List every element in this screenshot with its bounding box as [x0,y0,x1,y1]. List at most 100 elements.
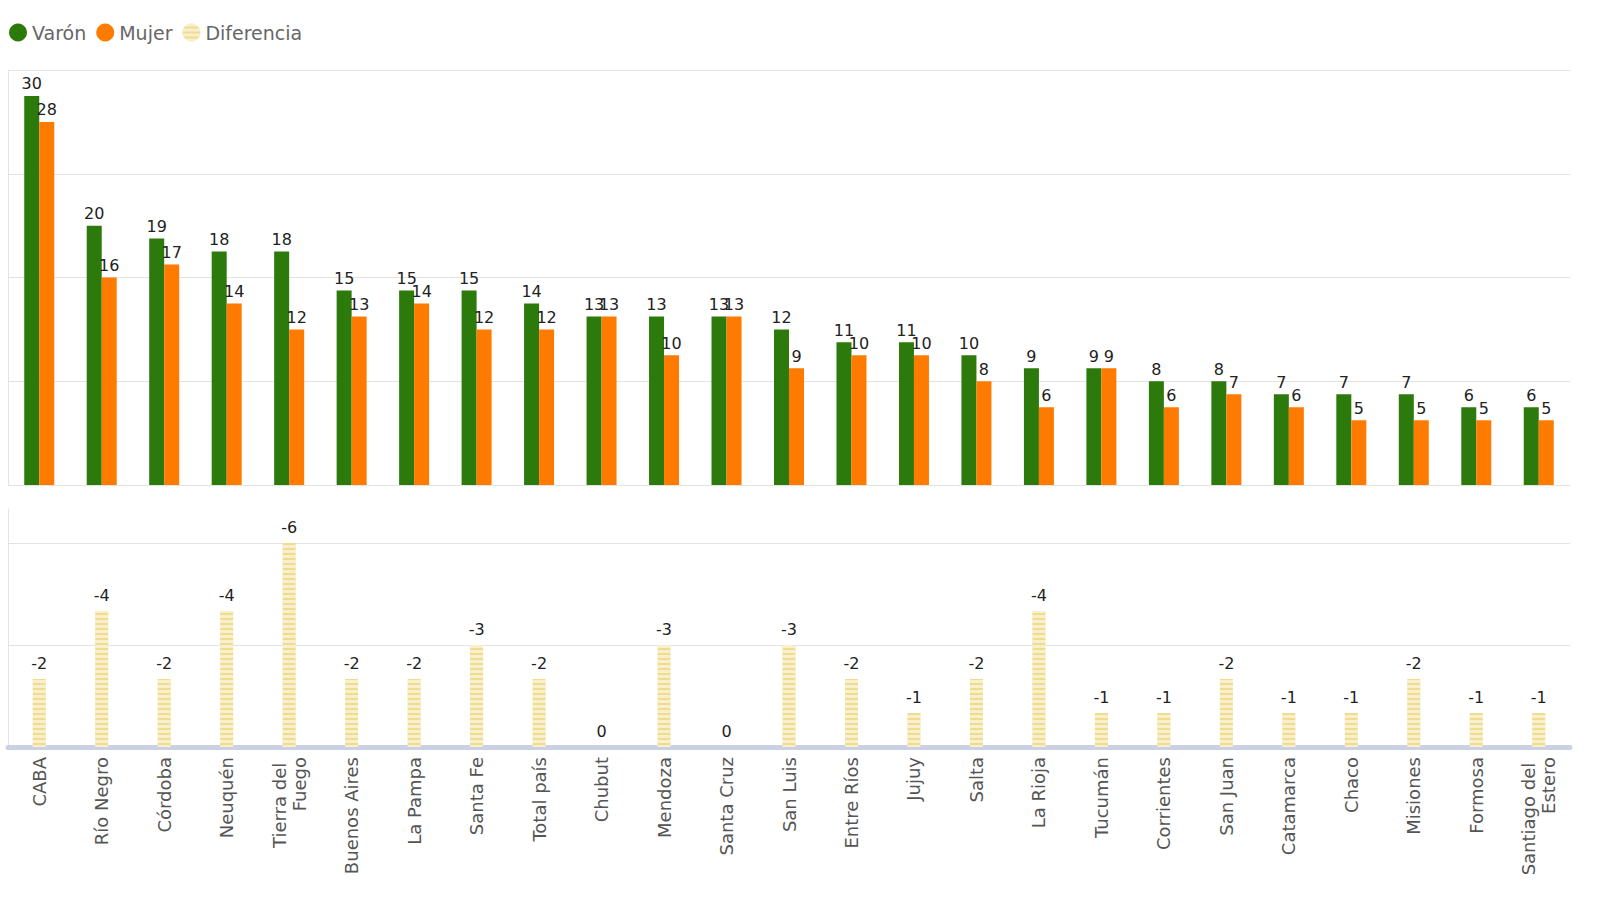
svg-text:-2: -2 [31,654,47,673]
svg-text:6: 6 [1166,386,1176,405]
svg-text:-3: -3 [781,620,797,639]
svg-text:-1: -1 [1531,688,1547,707]
svg-text:19: 19 [147,217,167,236]
svg-text:7: 7 [1276,373,1286,392]
svg-text:8: 8 [1214,360,1224,379]
svg-text:8: 8 [1151,360,1161,379]
svg-text:28: 28 [37,100,57,119]
svg-text:14: 14 [224,282,244,301]
svg-text:10: 10 [959,334,979,353]
svg-text:20: 20 [84,204,104,223]
svg-text:-1: -1 [1281,688,1297,707]
svg-text:6: 6 [1526,386,1536,405]
svg-text:Santa Cruz: Santa Cruz [716,757,737,856]
svg-text:Mujer: Mujer [119,22,172,44]
svg-text:Corrientes: Corrientes [1153,757,1174,850]
svg-text:Chaco: Chaco [1341,757,1362,813]
svg-text:Fuego: Fuego [289,757,310,811]
svg-text:5: 5 [1354,399,1364,418]
svg-text:-2: -2 [1406,654,1422,673]
svg-text:10: 10 [661,334,681,353]
svg-text:9: 9 [791,347,801,366]
svg-text:San Luis: San Luis [779,757,800,832]
svg-text:13: 13 [349,295,369,314]
svg-text:La Pampa: La Pampa [404,757,425,845]
svg-text:9: 9 [1089,347,1099,366]
svg-text:-3: -3 [469,620,485,639]
svg-text:Neuquén: Neuquén [216,757,237,838]
svg-text:13: 13 [724,295,744,314]
svg-text:13: 13 [646,295,666,314]
svg-text:Misiones: Misiones [1403,757,1424,835]
svg-text:Santa Fe: Santa Fe [466,757,487,835]
svg-text:-4: -4 [219,586,235,605]
svg-text:17: 17 [162,243,182,262]
svg-text:-4: -4 [1031,586,1047,605]
svg-text:-1: -1 [906,688,922,707]
svg-text:-2: -2 [156,654,172,673]
svg-text:12: 12 [474,308,494,327]
svg-text:-2: -2 [406,654,422,673]
svg-text:16: 16 [99,256,119,275]
svg-text:Santiago del: Santiago del [1518,757,1539,875]
svg-text:6: 6 [1041,386,1051,405]
svg-text:7: 7 [1339,373,1349,392]
svg-text:Jujuy: Jujuy [903,757,924,802]
svg-text:0: 0 [596,722,606,741]
svg-text:5: 5 [1541,399,1551,418]
svg-text:Total país: Total país [529,757,550,843]
svg-text:Río Negro: Río Negro [91,757,112,845]
svg-text:9: 9 [1104,347,1114,366]
svg-text:-1: -1 [1093,688,1109,707]
svg-text:Chubut: Chubut [591,757,612,822]
svg-text:-1: -1 [1468,688,1484,707]
svg-text:6: 6 [1464,386,1474,405]
svg-text:Estero: Estero [1538,757,1559,814]
svg-text:-1: -1 [1156,688,1172,707]
svg-text:10: 10 [849,334,869,353]
svg-text:Buenos Aires: Buenos Aires [341,757,362,874]
svg-text:5: 5 [1479,399,1489,418]
svg-text:12: 12 [286,308,306,327]
svg-text:Varón: Varón [32,22,86,44]
svg-text:-2: -2 [844,654,860,673]
svg-text:San Juan: San Juan [1216,757,1237,836]
svg-text:15: 15 [459,269,479,288]
svg-text:5: 5 [1416,399,1426,418]
svg-text:7: 7 [1229,373,1239,392]
svg-text:Tucumán: Tucumán [1091,757,1112,839]
svg-text:15: 15 [334,269,354,288]
svg-text:Entre Ríos: Entre Ríos [841,757,862,849]
svg-text:10: 10 [911,334,931,353]
svg-text:30: 30 [22,74,42,93]
svg-text:Córdoba: Córdoba [154,757,175,833]
svg-text:-1: -1 [1343,688,1359,707]
svg-text:CABA: CABA [29,756,50,806]
svg-text:8: 8 [979,360,989,379]
svg-text:13: 13 [599,295,619,314]
svg-text:14: 14 [411,282,431,301]
svg-text:-3: -3 [656,620,672,639]
svg-text:18: 18 [271,230,291,249]
svg-text:6: 6 [1291,386,1301,405]
svg-text:14: 14 [521,282,541,301]
svg-text:18: 18 [209,230,229,249]
svg-text:7: 7 [1401,373,1411,392]
svg-text:Catamarca: Catamarca [1278,757,1299,855]
svg-text:-6: -6 [281,518,297,537]
svg-text:La Rioja: La Rioja [1028,757,1049,828]
svg-text:Tierra del: Tierra del [269,757,290,849]
svg-text:-2: -2 [968,654,984,673]
svg-text:0: 0 [721,722,731,741]
svg-text:9: 9 [1026,347,1036,366]
svg-text:Salta: Salta [966,757,987,803]
svg-text:-2: -2 [1218,654,1234,673]
svg-text:-2: -2 [531,654,547,673]
svg-text:12: 12 [536,308,556,327]
svg-text:Formosa: Formosa [1466,757,1487,834]
svg-text:-2: -2 [344,654,360,673]
svg-text:12: 12 [771,308,791,327]
svg-text:Diferencia: Diferencia [205,22,302,44]
svg-text:-4: -4 [94,586,110,605]
svg-text:Mendoza: Mendoza [654,757,675,838]
